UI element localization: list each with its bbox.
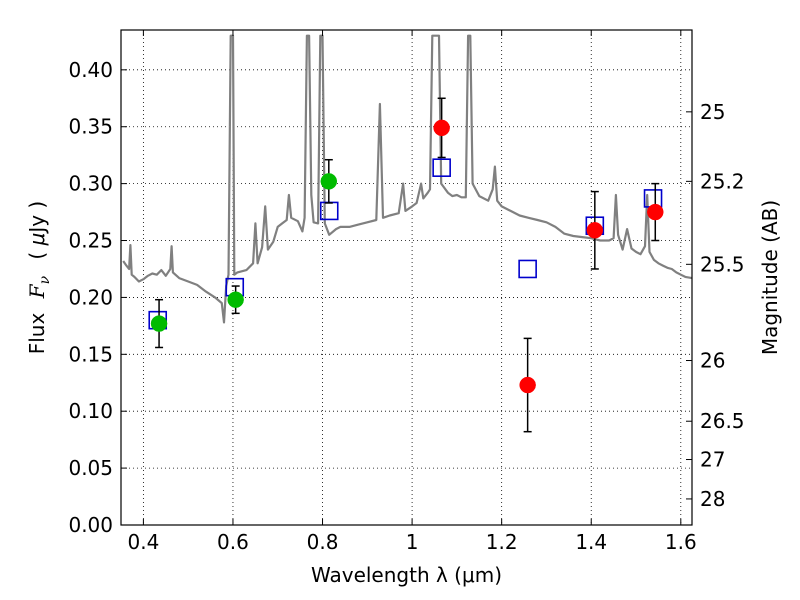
plot-frame [120, 29, 693, 526]
spectrum-line [122, 34, 693, 324]
x-tick-label: 0.4 [127, 530, 159, 554]
y-label-mu: μ [25, 233, 49, 247]
y-axis-label: Flux Fν ( μJy ) [25, 201, 54, 355]
observed-point [227, 291, 244, 308]
y-label-open: ( [25, 245, 49, 259]
right-tick-label: 26 [700, 349, 725, 373]
right-tick-label: 25.5 [700, 252, 745, 276]
y-tick-label: 0.20 [68, 285, 113, 309]
y-label-nu: ν [37, 275, 53, 284]
y-tick-label: 0.25 [68, 229, 113, 253]
observed-points [150, 97, 664, 433]
observed-point [150, 315, 168, 332]
right-axis-label: Magnitude (AB) [758, 200, 782, 355]
right-tick-label: 25.2 [700, 169, 745, 193]
observed-point [586, 222, 604, 239]
x-tick-label: 0.8 [307, 530, 339, 554]
axis-ticks: 0.4 0.6 0.8 1 1.2 1.4 1.6 0.00 0.05 0.10 0.15 0.20 0… [68, 30, 745, 554]
observed-point [647, 203, 664, 221]
grid [121, 30, 692, 526]
x-tick-label: 1.2 [486, 530, 518, 554]
model-square [319, 201, 339, 221]
y-tick-label: 0.10 [68, 399, 113, 423]
right-tick-label: 28 [700, 487, 725, 511]
y-label-f: F [25, 283, 49, 299]
right-tick-label: 25 [700, 100, 725, 124]
observed-point [320, 173, 338, 190]
y-tick-label: 0.00 [68, 513, 113, 537]
spectrum-layer [122, 34, 693, 324]
y-tick-label: 0.05 [68, 456, 113, 480]
observed-point [433, 119, 450, 137]
observed-point [519, 376, 536, 394]
y-label-flux: Flux [25, 313, 49, 355]
model-square [432, 158, 451, 177]
x-tick-label: 1.6 [665, 530, 697, 554]
y-tick-label: 0.30 [68, 172, 113, 196]
x-axis-label: Wavelength λ (μm) [311, 563, 502, 587]
x-tick-label: 1 [406, 530, 419, 554]
y-tick-label: 0.15 [68, 342, 113, 366]
model-square [518, 259, 537, 279]
y-label-unit: Jy ) [25, 201, 49, 235]
y-tick-label: 0.40 [68, 58, 113, 82]
right-tick-label: 27 [700, 448, 725, 472]
y-tick-label: 0.35 [68, 115, 113, 139]
x-tick-label: 1.4 [575, 530, 607, 554]
x-tick-label: 0.6 [217, 530, 249, 554]
right-tick-label: 26.5 [700, 409, 745, 433]
